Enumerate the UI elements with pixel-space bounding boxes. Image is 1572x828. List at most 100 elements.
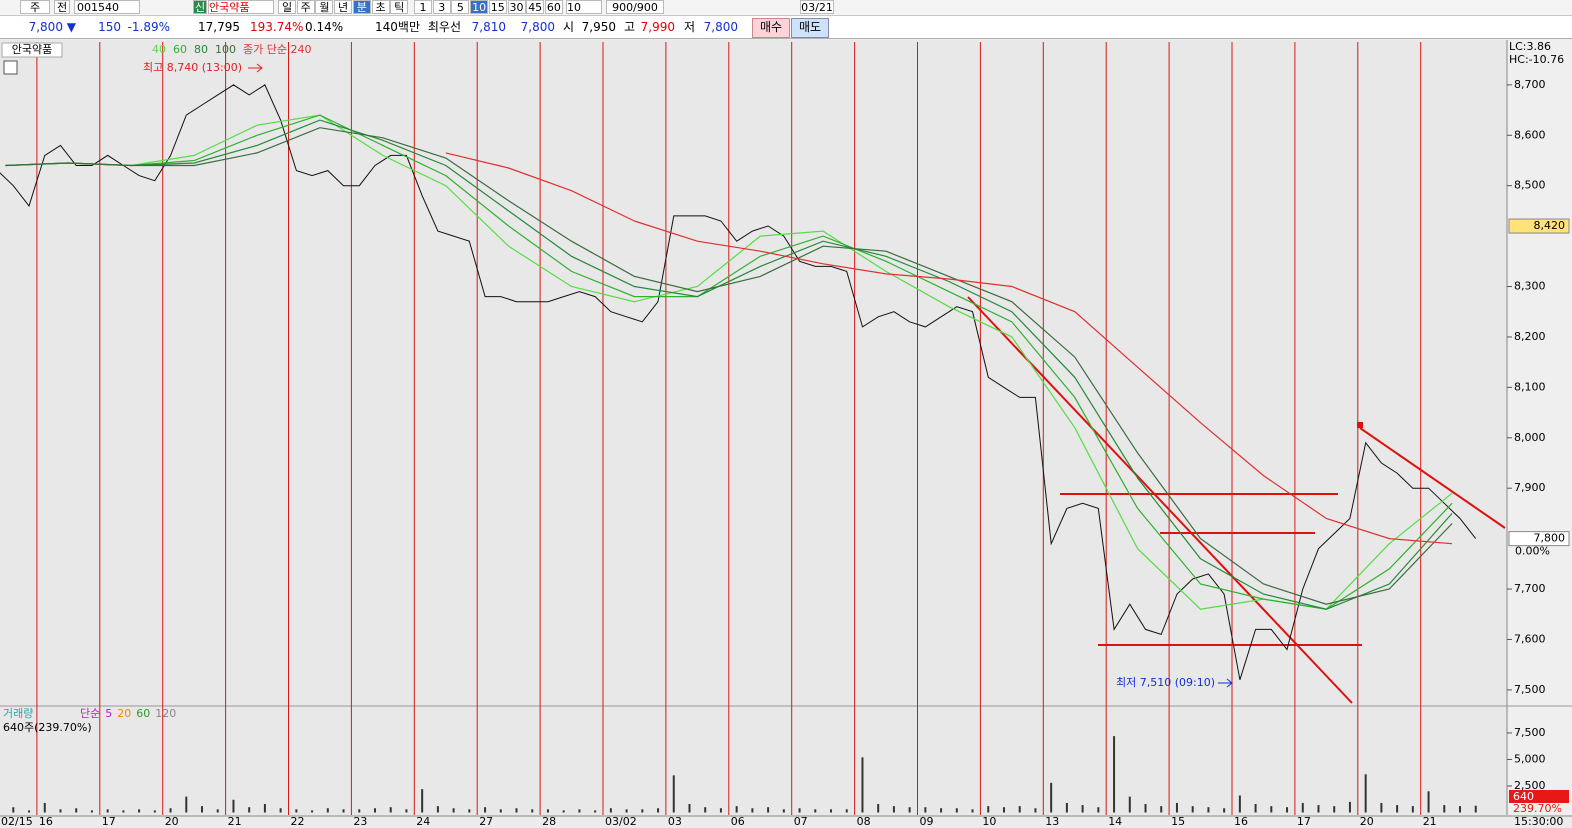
y-tick-label: 8,500 xyxy=(1514,179,1546,192)
volume-bar xyxy=(625,809,628,813)
x-tick-label: 23 xyxy=(353,815,367,828)
volume-bar xyxy=(169,808,172,813)
period-button[interactable]: 초 xyxy=(371,0,390,14)
count-input[interactable]: 900/900 xyxy=(606,0,664,14)
volume-bar xyxy=(1065,802,1068,813)
volume-bar xyxy=(1081,805,1084,813)
x-tick-label: 03/02 xyxy=(605,815,637,828)
arrow xyxy=(248,63,263,73)
interval-select[interactable]: 10 xyxy=(566,0,602,14)
interval-button[interactable]: 10 xyxy=(470,0,489,14)
period-button[interactable]: 틱 xyxy=(390,0,409,14)
volume-legend: 20 xyxy=(117,707,131,720)
interval-button[interactable]: 60 xyxy=(544,0,563,14)
interval-button[interactable]: 5 xyxy=(451,0,470,14)
ma-line xyxy=(5,127,1453,605)
period-button[interactable]: 년 xyxy=(334,0,353,14)
market-select[interactable]: 주 xyxy=(20,0,50,14)
buy-button[interactable]: 매수 xyxy=(752,18,790,38)
y-tick-label: 8,100 xyxy=(1514,380,1546,393)
type-select[interactable]: 전 xyxy=(54,0,70,14)
volume-box-label: 640 xyxy=(1513,790,1534,803)
trend-lines xyxy=(967,296,1506,704)
y-tick-label: 7,500 xyxy=(1514,683,1546,696)
volume-bar xyxy=(468,809,471,813)
quote-volume-rate: 193.74% xyxy=(250,20,304,34)
volume-bar xyxy=(358,809,361,813)
volume-bar xyxy=(232,799,235,813)
table-icon[interactable] xyxy=(3,60,18,75)
quote-change: 150 xyxy=(98,20,121,34)
volume-bar xyxy=(1002,807,1005,813)
interval-button[interactable]: 30 xyxy=(507,0,526,14)
volume-rate-label: 239.70% xyxy=(1513,802,1562,815)
volume-bar xyxy=(122,810,125,813)
period-button[interactable]: 월 xyxy=(315,0,334,14)
high-annotation: 최고 8,740 (13:00) xyxy=(143,61,242,74)
volume-bar xyxy=(405,809,408,813)
volume-bar xyxy=(955,808,958,813)
sell-button[interactable]: 매도 xyxy=(791,18,829,38)
x-tick-label: 07 xyxy=(794,815,808,828)
volume-bar xyxy=(546,809,549,813)
volume-bar xyxy=(767,807,770,813)
x-tick-label: 09 xyxy=(920,815,934,828)
price-pane xyxy=(0,84,1477,680)
y-tick-label: 7,500 xyxy=(1514,726,1546,739)
x-tick-label: 03 xyxy=(668,815,682,828)
legend-entry: 100 xyxy=(215,43,236,56)
interval-button[interactable]: 3 xyxy=(432,0,451,14)
volume-bar xyxy=(279,808,282,813)
x-tick-label: 22 xyxy=(291,815,305,828)
x-tick-label: 20 xyxy=(1360,815,1374,828)
volume-title: 거래량 xyxy=(3,707,33,720)
volume-bar xyxy=(185,796,188,813)
period-button[interactable]: 주 xyxy=(296,0,315,14)
volume-bar xyxy=(106,809,109,813)
interval-button[interactable]: 1 xyxy=(414,0,432,14)
volume-legend: 60 xyxy=(136,707,150,720)
volume-bar xyxy=(1144,804,1147,813)
date-input[interactable]: 03/21 xyxy=(800,0,834,14)
y-tick-label: 8,200 xyxy=(1514,330,1546,343)
volume-bar xyxy=(1191,806,1194,813)
volume-bar xyxy=(389,807,392,813)
x-tick-label: 08 xyxy=(857,815,871,828)
period-button[interactable]: 분 xyxy=(352,0,371,14)
volume-bar xyxy=(12,807,15,813)
volume-bar xyxy=(1207,807,1210,813)
volume-bar xyxy=(1301,802,1304,813)
quote-low-label: 저 xyxy=(683,20,695,34)
quote-price: 7,800 ▼ xyxy=(28,20,76,34)
volume-bar xyxy=(1317,805,1320,813)
volume-bar xyxy=(1443,805,1446,813)
y-tick-label: 8,600 xyxy=(1514,128,1546,141)
legend-entry: 40 xyxy=(152,43,166,56)
price-box xyxy=(1508,531,1570,547)
quote-open: 7,950 xyxy=(581,20,616,34)
code-input[interactable]: 001540 xyxy=(74,0,140,14)
interval-button[interactable]: 45 xyxy=(526,0,545,14)
volume-bar xyxy=(28,810,31,813)
y-tick-label: 7,900 xyxy=(1514,481,1546,494)
volume-bar xyxy=(1050,782,1053,813)
volume-info: 640주(239.70%) xyxy=(3,721,92,734)
quote-volume: 17,795 xyxy=(198,20,240,34)
legend-entry: 80 xyxy=(194,43,208,56)
quote-amount: 140백만 xyxy=(375,20,420,34)
volume-bar xyxy=(1097,807,1100,813)
volume-pane xyxy=(12,736,1477,813)
period-button[interactable]: 일 xyxy=(278,0,296,14)
toolbar: 주 전 001540 신 안국약품 일 주 월 년 분 초 틱 1 3 5 10 15 30 45 60 10 900/9… xyxy=(0,0,1572,16)
credit-badge: 신 xyxy=(193,0,207,14)
x-tick-label: 20 xyxy=(165,815,179,828)
plot-bg xyxy=(0,40,1507,815)
volume-bar xyxy=(1238,795,1241,813)
volume-bar xyxy=(987,806,990,813)
x-tick-label: 28 xyxy=(542,815,556,828)
interval-button[interactable]: 15 xyxy=(488,0,507,14)
x-tick-label: 13 xyxy=(1045,815,1059,828)
volume-bar xyxy=(248,807,251,813)
quote-open-label: 시 xyxy=(562,20,574,34)
